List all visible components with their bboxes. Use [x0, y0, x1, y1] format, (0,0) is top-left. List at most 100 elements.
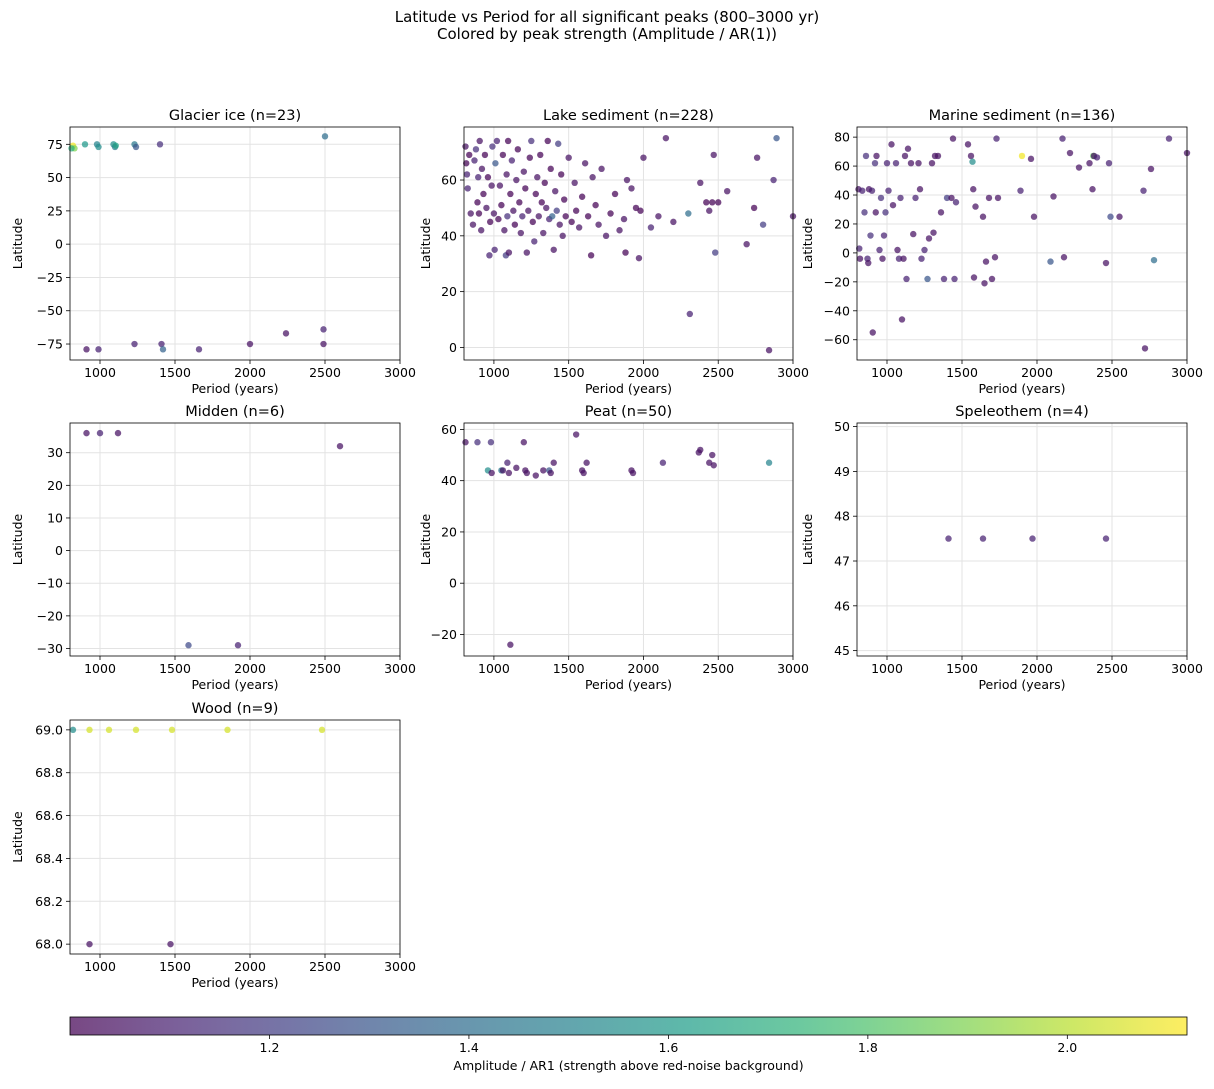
- data-point: [543, 204, 550, 212]
- data-point: [565, 154, 572, 161]
- data-point: [580, 469, 587, 477]
- data-point: [462, 439, 469, 446]
- data-point: [504, 137, 512, 145]
- data-point: [616, 227, 623, 234]
- data-point: [510, 207, 517, 214]
- x-tick-label: 1500: [159, 365, 191, 380]
- y-tick-label: 69.0: [35, 722, 63, 737]
- data-point: [511, 221, 519, 228]
- data-point: [773, 134, 780, 142]
- data-point: [607, 210, 614, 217]
- x-axis-label: Period (years): [191, 975, 278, 990]
- axes-frame: [69, 126, 401, 361]
- x-tick-label: 2500: [309, 959, 341, 974]
- data-point: [1165, 135, 1173, 142]
- x-tick-label: 2500: [1096, 661, 1128, 676]
- data-point: [523, 469, 531, 477]
- data-point: [949, 135, 957, 142]
- data-point: [685, 210, 692, 217]
- y-tick-label: 46: [834, 598, 850, 613]
- y-tick-label: −60: [824, 332, 850, 347]
- data-point: [862, 152, 870, 160]
- data-point: [474, 199, 481, 206]
- data-point: [901, 152, 909, 160]
- data-point: [877, 194, 885, 202]
- colorbar: 1.2 1.4 1.6 1.8 2.0 Amplitude / AR1 (strength…: [69, 1016, 1188, 1073]
- data-point: [547, 165, 554, 173]
- data-point: [477, 227, 485, 234]
- data-point: [897, 194, 904, 202]
- data-point: [493, 137, 501, 145]
- x-tick-label: 3000: [777, 365, 809, 380]
- subplot-4: 1000 1500 2000 2500 3000 −30 −20 −10 0 10 20 30 Midd…: [10, 404, 416, 692]
- data-point: [478, 165, 486, 173]
- y-tick-label: −10: [37, 576, 63, 591]
- subplot-title: Glacier ice (n=23): [169, 108, 301, 124]
- data-point: [1150, 256, 1158, 264]
- data-point: [889, 201, 897, 209]
- y-axis-label: Latitude: [418, 217, 433, 269]
- y-tick-label: 40: [441, 473, 457, 488]
- subplot-2: 1000 1500 2000 2500 3000 0 20 40 60 Lake sediment…: [418, 108, 809, 396]
- data-point: [498, 201, 505, 209]
- y-tick-label: 49: [834, 464, 850, 479]
- data-point: [584, 213, 592, 220]
- data-point: [934, 152, 942, 160]
- y-tick-label: 20: [441, 284, 457, 299]
- y-tick-label: 50: [47, 170, 63, 185]
- data-point: [1102, 259, 1110, 267]
- data-point: [918, 255, 925, 262]
- y-tick-label: 10: [47, 510, 63, 525]
- data-point: [571, 179, 578, 187]
- y-tick-label: 68.8: [35, 765, 63, 780]
- data-point: [697, 446, 704, 454]
- data-point: [469, 221, 477, 228]
- x-tick-label: 2500: [309, 661, 341, 676]
- data-point: [970, 274, 978, 281]
- data-point: [560, 196, 568, 203]
- data-point: [552, 187, 559, 195]
- x-tick-label: 1500: [553, 365, 585, 380]
- subplot-1: 1000 1500 2000 2500 3000 −75 −50 −25 0 25 50 75 Glac…: [10, 108, 416, 396]
- data-point: [1147, 165, 1155, 173]
- y-tick-label: 60: [441, 422, 457, 437]
- y-tick-label: −75: [37, 337, 63, 352]
- data-point: [318, 726, 326, 734]
- x-tick-label: 3000: [1171, 365, 1203, 380]
- data-point: [556, 221, 563, 228]
- data-point: [463, 160, 470, 167]
- subplot-title: Peat (n=50): [585, 404, 672, 420]
- data-point: [96, 429, 104, 437]
- y-tick-label: 47: [834, 554, 850, 569]
- x-tick-label: 3000: [1171, 661, 1203, 676]
- data-point: [930, 229, 937, 236]
- axes-frame: [69, 422, 401, 657]
- data-point: [68, 145, 75, 152]
- y-tick-label: 60: [441, 173, 457, 188]
- subplot-title: Wood (n=9): [192, 701, 279, 717]
- data-point: [928, 159, 936, 167]
- data-point: [885, 187, 892, 194]
- data-point: [880, 232, 888, 239]
- data-point: [587, 252, 595, 259]
- data-point: [553, 207, 560, 214]
- data-point: [132, 143, 140, 151]
- data-point: [894, 246, 901, 254]
- data-point: [892, 159, 900, 167]
- data-point: [472, 146, 480, 153]
- data-point: [95, 143, 102, 151]
- data-point: [508, 157, 516, 164]
- data-point: [540, 229, 547, 237]
- data-point: [501, 227, 508, 234]
- data-point: [504, 459, 511, 466]
- data-point: [320, 326, 327, 333]
- data-point: [540, 467, 547, 474]
- data-point: [1059, 135, 1066, 142]
- data-point: [873, 152, 880, 160]
- y-tick-label: 68.4: [35, 851, 63, 866]
- data-point: [562, 213, 569, 220]
- x-tick-label: 2000: [234, 959, 266, 974]
- y-axis-label: Latitude: [800, 217, 815, 269]
- y-tick-label: −40: [824, 303, 850, 318]
